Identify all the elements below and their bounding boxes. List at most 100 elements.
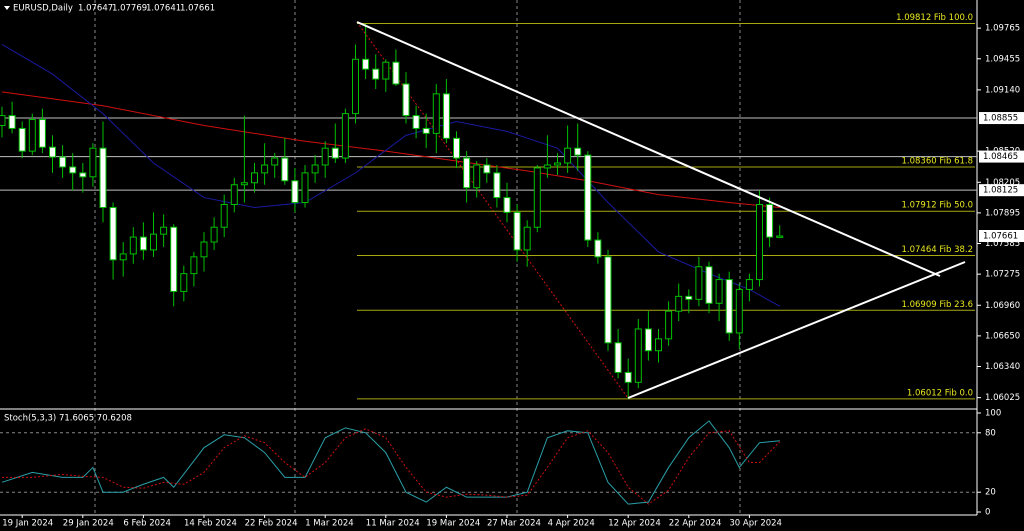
- candle-body: [483, 164, 491, 174]
- candle-body: [392, 61, 400, 85]
- stoch-line: [2, 428, 781, 505]
- candle-body: [564, 147, 572, 164]
- candle-body: [675, 295, 683, 312]
- current-price-box: [979, 230, 1024, 243]
- candle-body: [655, 338, 662, 352]
- x-tick-label: 22 Feb 2024: [245, 519, 298, 529]
- candle-body: [89, 147, 97, 178]
- candle-body: [230, 184, 238, 205]
- fib-label: 1.08360 Fib 61.8: [901, 156, 973, 166]
- candle-body: [49, 146, 56, 158]
- fib-label: 1.07912 Fib 50.0: [901, 201, 973, 211]
- candle-body: [372, 68, 380, 80]
- price-level-label: 1.08855: [983, 114, 1018, 124]
- candle-body: [543, 164, 551, 169]
- candle-body: [210, 226, 218, 243]
- y-tick-label: 1.07585: [985, 239, 1020, 249]
- period-separators: [94, 0, 741, 515]
- candle-body: [584, 154, 592, 241]
- x-tick-label: 19 Mar 2024: [426, 519, 480, 529]
- price-level-label: 1.08125: [983, 186, 1018, 196]
- candle-body: [220, 203, 228, 228]
- trendline: [627, 261, 966, 399]
- candle-body: [352, 58, 359, 115]
- candle-body: [69, 166, 77, 174]
- candle-body: [554, 162, 561, 166]
- candle-body: [766, 203, 774, 238]
- candle-body: [745, 279, 753, 290]
- current-price-label: 1.07661: [983, 232, 1018, 242]
- y-tick-label: 1.09455: [985, 54, 1020, 64]
- stoch-tick-label: 0: [985, 508, 990, 518]
- stoch-title: Stoch(5,3,3) 71.6065 70.6208: [4, 414, 132, 424]
- candle-body: [331, 147, 339, 159]
- candle-body: [473, 164, 481, 189]
- candle-body: [190, 256, 198, 275]
- candle-body: [422, 127, 430, 134]
- x-tick-label: 14 Feb 2024: [184, 519, 237, 529]
- candle-body: [99, 147, 107, 208]
- candle-body: [139, 236, 147, 251]
- low: 1.07641: [146, 4, 181, 14]
- candle-body: [28, 119, 36, 152]
- y-tick-label: 1.09765: [985, 24, 1020, 34]
- price-level-box: [979, 150, 1024, 163]
- candle-body: [594, 239, 602, 258]
- stoch-tick-label: 20: [985, 488, 996, 498]
- candle-body: [271, 157, 279, 166]
- candle-body: [453, 137, 460, 159]
- candle-body: [604, 256, 612, 344]
- candle-body: [614, 342, 622, 373]
- candle-body: [8, 115, 16, 129]
- candle-body: [180, 273, 188, 292]
- stoch-tick-label: 100: [985, 409, 1001, 419]
- trendline: [356, 21, 941, 277]
- close: 1.07661: [180, 4, 215, 14]
- candle-body: [119, 253, 127, 261]
- fib-base-line: [356, 21, 629, 399]
- candle-body: [38, 119, 46, 148]
- candle-body: [281, 157, 289, 182]
- candle-body: [493, 172, 501, 199]
- candle-body: [463, 157, 471, 189]
- candle-body: [756, 203, 763, 281]
- x-tick-label: 30 Apr 2024: [729, 519, 782, 529]
- plot: 1.097651.094551.091401.085201.082051.078…: [0, 13, 1024, 529]
- stoch-tick-label: 80: [985, 428, 996, 438]
- candle-body: [533, 167, 541, 228]
- candle-body: [402, 83, 410, 117]
- candle-body: [442, 93, 450, 139]
- y-tick-label: 1.08205: [985, 178, 1020, 188]
- y-tick-label: 1.06025: [985, 393, 1020, 403]
- x-tick-label: 6 Feb 2024: [123, 519, 170, 529]
- candle-body: [574, 147, 582, 156]
- menu-arrow[interactable]: [4, 6, 10, 10]
- candle-body: [109, 206, 117, 261]
- candle-body: [170, 226, 178, 292]
- fib-label: 1.06012 Fib 0.0: [907, 388, 973, 398]
- high: 1.07769: [112, 4, 147, 14]
- candle-body: [0, 115, 6, 126]
- candle-body: [513, 211, 521, 251]
- candle-body: [362, 58, 370, 70]
- candle-body: [150, 233, 157, 251]
- candle-body: [321, 147, 329, 166]
- candle-body: [160, 226, 168, 235]
- candle-body: [695, 266, 703, 300]
- candle-body: [644, 328, 652, 352]
- open: 1.07647: [78, 4, 113, 14]
- price-level-box: [979, 112, 1024, 125]
- candle-body: [624, 371, 632, 383]
- candle-body: [251, 172, 258, 184]
- x-tick-label: 27 Mar 2024: [487, 519, 541, 529]
- candle-body: [715, 279, 723, 304]
- x-tick-label: 11 Mar 2024: [366, 519, 420, 529]
- x-tick-label: 1 Mar 2024: [305, 519, 353, 529]
- candle-body: [291, 180, 299, 204]
- y-tick-label: 1.06650: [985, 331, 1020, 341]
- candle-body: [311, 164, 319, 174]
- y-tick-label: 1.07275: [985, 270, 1020, 280]
